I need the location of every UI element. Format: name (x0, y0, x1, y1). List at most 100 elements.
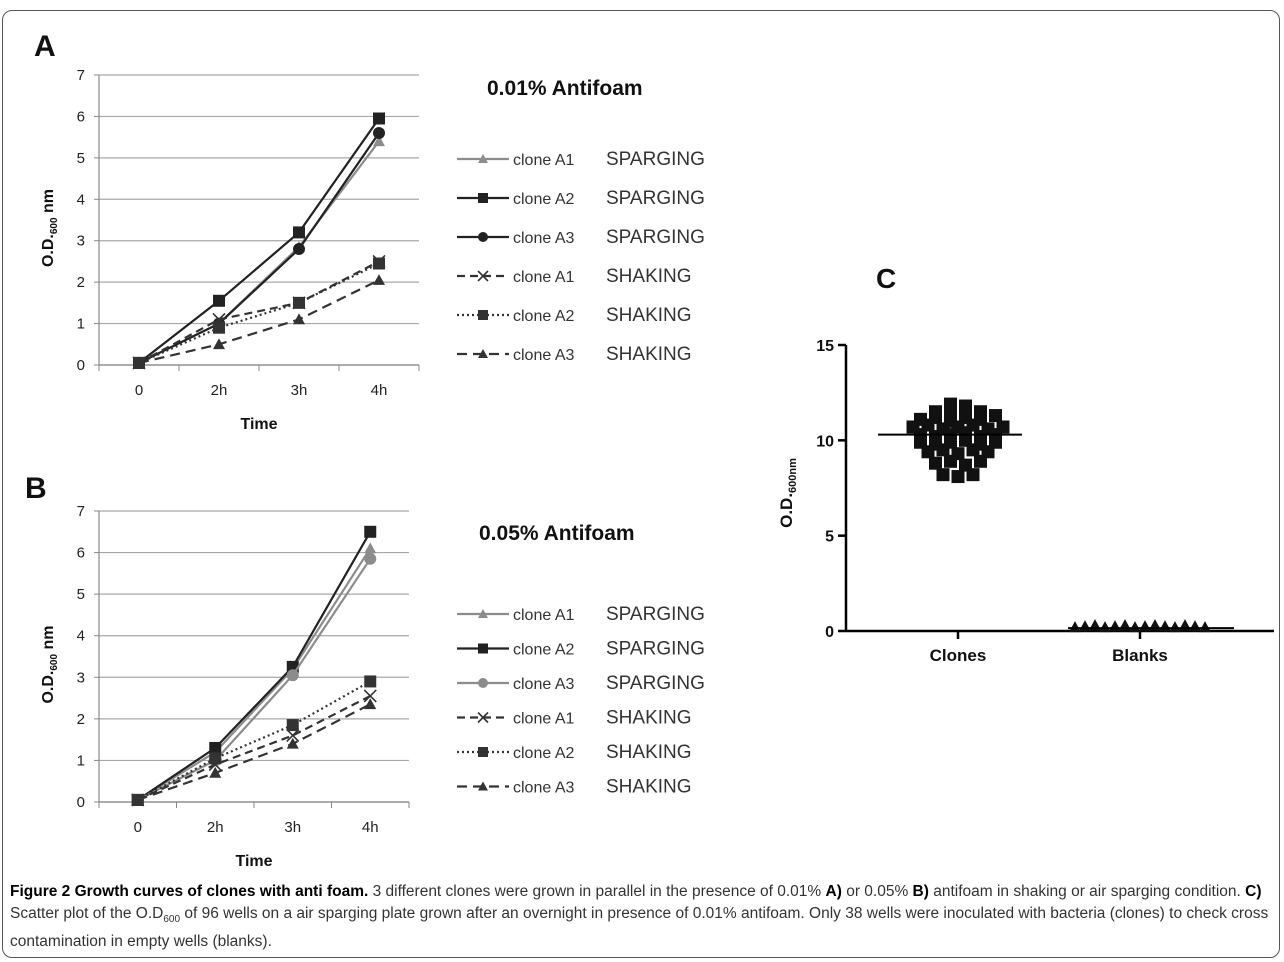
series-line (137, 531, 372, 801)
data-point (133, 356, 145, 368)
data-point (974, 454, 987, 468)
x-axis-title: Time (240, 416, 277, 433)
x-tick-label: 2h (211, 382, 228, 399)
y-axis-title-main: O.D. (40, 671, 57, 704)
figure-caption: Figure 2 Growth curves of clones with an… (10, 881, 1278, 953)
data-point (293, 313, 305, 325)
x-tick-label: 3h (284, 819, 301, 836)
caption-title: Figure 2 Growth curves of clones with an… (10, 883, 369, 900)
data-point (373, 257, 385, 270)
series-line (138, 132, 380, 364)
legend-condition-label: SPARGING (606, 149, 705, 170)
series-line (138, 260, 380, 364)
legend-marker (478, 232, 488, 242)
y-tick-label: 7 (77, 67, 85, 84)
data-point (373, 127, 385, 139)
caption-text-5: of 96 wells on a air sparging plate grow… (10, 905, 1269, 951)
data-point (1169, 621, 1181, 633)
legend-marker (478, 193, 488, 203)
y-axis-title-unit: nm (40, 625, 57, 653)
legend-clone-label: clone A3 (513, 780, 574, 797)
legend-clone-label: clone A1 (513, 152, 574, 169)
y-axis-title-sub: 600 (49, 217, 60, 234)
legend-marker (478, 349, 488, 358)
legend-condition-label: SHAKING (606, 344, 692, 365)
line-chart-b: 0 1 2 3 4 5 6 7 0 2h 3h 4h Time O.D.600 nm 0.05% Antif… (40, 503, 705, 870)
legend-condition-label: SPARGING (606, 604, 705, 625)
legend-clone-label: clone A3 (513, 347, 574, 364)
data-point (1109, 620, 1121, 632)
data-point (213, 338, 225, 350)
caption-ref-b: B) (912, 883, 929, 900)
legend-clone-label: clone A1 (513, 711, 574, 728)
x-tick-label: 4h (371, 382, 388, 399)
data-point (373, 274, 385, 285)
data-point (1199, 621, 1211, 633)
data-point (944, 454, 957, 468)
data-point (364, 698, 377, 710)
data-point (1079, 620, 1091, 632)
caption-ref-a: A) (825, 883, 842, 900)
y-axis-title: O.D.600 nm (40, 625, 60, 703)
y-axis-title-main: O.D. (40, 234, 57, 267)
data-point-stroke-b (286, 728, 300, 743)
data-point (989, 409, 1002, 423)
legend-marker-stroke-b (477, 711, 489, 724)
legend-marker-stroke-b (477, 270, 489, 282)
data-point (1129, 621, 1141, 633)
data-point (213, 294, 225, 307)
data-point (364, 675, 377, 688)
data-point (209, 752, 222, 765)
y-tick-label: 5 (77, 586, 85, 603)
legend-clone-label: clone A2 (513, 308, 574, 325)
legend-marker (477, 711, 489, 724)
data-point (951, 470, 965, 484)
legend-marker (478, 154, 488, 163)
data-point (364, 542, 377, 554)
legend-clone-label: clone A2 (513, 191, 574, 208)
legend-condition-label: SPARGING (606, 227, 705, 248)
series-line (138, 262, 380, 364)
y-tick-label: 5 (825, 529, 834, 546)
y-tick-label: 15 (816, 338, 834, 355)
data-point (293, 226, 305, 239)
y-tick-label: 10 (816, 433, 834, 450)
data-point (286, 719, 299, 732)
data-point (286, 737, 299, 749)
series-line (138, 140, 380, 364)
data-point (293, 296, 305, 309)
legend-clone-label: clone A1 (513, 269, 574, 286)
data-point (936, 443, 950, 457)
chart-title: 0.01% Antifoam (487, 77, 643, 100)
data-point (293, 243, 305, 255)
legend-marker (477, 270, 489, 282)
x-tick-label: 4h (362, 819, 379, 836)
caption-ref-c: C) (1245, 883, 1262, 900)
y-axis-title-unit: nm (40, 189, 57, 217)
x-axis-title: Time (235, 853, 272, 870)
y-tick-label: 6 (77, 108, 85, 125)
y-tick-label: 7 (77, 503, 85, 520)
chart-title: 0.05% Antifoam (479, 522, 635, 545)
legend-condition-label: SPARGING (606, 673, 705, 694)
data-point (373, 135, 385, 147)
y-tick-label: 0 (825, 624, 834, 641)
data-point (1139, 620, 1151, 632)
legend-condition-label: SHAKING (606, 708, 692, 729)
y-tick-label: 4 (77, 628, 85, 645)
y-axis-title: O.D.600 nm (40, 189, 60, 267)
data-point (929, 456, 942, 470)
figure-frame (2, 10, 1280, 958)
legend-marker (478, 310, 488, 320)
y-tick-label: 6 (77, 545, 85, 562)
legend-condition-label: SHAKING (606, 742, 692, 763)
legend-condition-label: SHAKING (606, 266, 692, 287)
caption-text-3: antifoam in shaking or air sparging cond… (928, 883, 1246, 900)
legend-condition-label: SHAKING (606, 305, 692, 326)
x-tick-label: 2h (207, 819, 224, 836)
series-line (138, 279, 380, 364)
data-point (364, 552, 377, 565)
y-tick-label: 0 (77, 794, 85, 811)
caption-subscript: 600 (163, 914, 181, 926)
